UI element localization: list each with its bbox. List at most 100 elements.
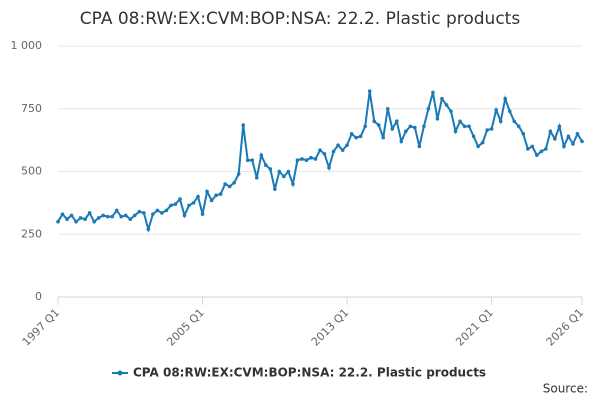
y-tick-label: 0 (35, 290, 42, 303)
point (480, 140, 485, 145)
source: Source: (543, 382, 588, 396)
point (358, 134, 363, 139)
point (580, 139, 584, 144)
point (404, 129, 408, 134)
point (485, 128, 489, 132)
point (227, 184, 232, 189)
point (178, 197, 182, 201)
point (525, 147, 530, 151)
point (286, 169, 291, 174)
point (173, 202, 178, 206)
legend-marker (117, 370, 123, 376)
point (426, 106, 431, 111)
point (169, 203, 173, 208)
point (196, 194, 200, 199)
y-tick-label: 500 (21, 165, 42, 178)
point (209, 198, 214, 203)
point (417, 144, 422, 149)
point (259, 153, 264, 157)
point (535, 153, 539, 157)
point (385, 106, 390, 111)
point (132, 213, 137, 218)
point (507, 109, 512, 114)
point (503, 96, 508, 101)
point (123, 213, 128, 218)
x-tick-label: 1997 Q1 (20, 306, 63, 349)
point (200, 212, 205, 216)
point (449, 109, 453, 114)
point (530, 144, 535, 149)
point (151, 212, 155, 216)
point (268, 167, 273, 171)
point (336, 143, 340, 147)
point (458, 119, 462, 124)
point (295, 158, 300, 163)
point (114, 208, 119, 213)
point (236, 172, 241, 176)
point (142, 211, 146, 215)
point (408, 124, 413, 129)
y-tick-label: 750 (21, 102, 42, 115)
point (105, 214, 110, 219)
point (331, 149, 336, 154)
point (571, 142, 575, 146)
point (476, 144, 480, 149)
point (548, 129, 553, 134)
point (232, 180, 236, 185)
point (78, 216, 83, 220)
point (544, 147, 548, 151)
point (277, 169, 282, 174)
point (110, 214, 115, 219)
point (462, 124, 467, 129)
point (367, 89, 372, 93)
point (182, 213, 187, 218)
point (128, 217, 133, 221)
point (254, 175, 259, 180)
point (390, 127, 395, 131)
point (327, 165, 331, 170)
point (539, 149, 544, 154)
point (349, 132, 354, 136)
chart-title: CPA 08:RW:EX:CVM:BOP:NSA: 22.2. Plastic … (80, 9, 521, 29)
y-tick-label: 250 (21, 227, 42, 240)
point (322, 152, 327, 156)
point (354, 135, 358, 140)
point (467, 124, 471, 129)
point (435, 116, 440, 121)
line (57, 91, 583, 233)
point (399, 139, 404, 144)
point (413, 125, 417, 130)
point (453, 129, 458, 134)
point (471, 134, 476, 139)
point (155, 208, 160, 213)
legend-label: CPA 08:RW:EX:CVM:BOP:NSA: 22.2. Plastic … (133, 366, 486, 380)
point (74, 219, 78, 224)
point (498, 119, 503, 124)
point (440, 96, 444, 101)
point (553, 137, 557, 141)
point (205, 189, 209, 194)
point (516, 124, 521, 129)
x-tick-label: 2013 Q1 (309, 306, 352, 349)
point (56, 219, 60, 224)
point (494, 108, 498, 112)
point (512, 119, 517, 124)
point (521, 132, 526, 136)
point (69, 213, 74, 218)
point (241, 123, 246, 127)
point (309, 155, 313, 160)
point (381, 135, 386, 140)
point (187, 203, 191, 208)
point (65, 217, 69, 221)
point (273, 187, 277, 191)
point (60, 212, 65, 216)
point (214, 193, 218, 198)
point (394, 119, 399, 124)
point (160, 211, 164, 215)
point (340, 148, 345, 152)
point (218, 192, 223, 196)
point (291, 182, 295, 186)
y-tick-label: 1 000 (11, 39, 43, 52)
